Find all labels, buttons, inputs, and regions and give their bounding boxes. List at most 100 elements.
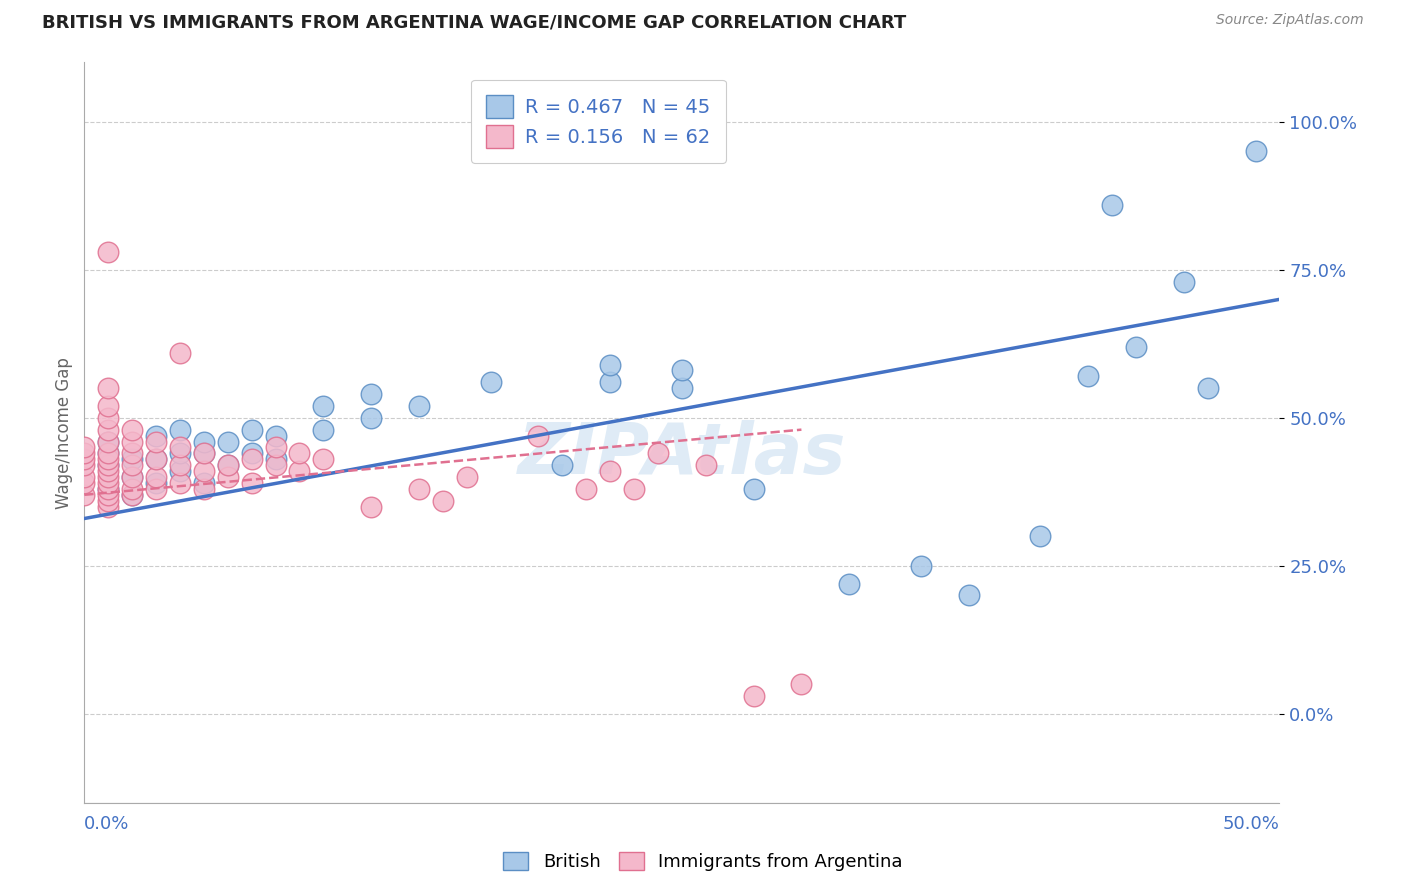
Point	[169, 345, 191, 359]
Point	[121, 488, 143, 502]
Point	[957, 589, 980, 603]
Y-axis label: Wage/Income Gap: Wage/Income Gap	[55, 357, 73, 508]
Point	[97, 434, 120, 449]
Point	[264, 452, 287, 467]
Point	[1197, 381, 1219, 395]
Point	[121, 446, 143, 460]
Point	[1125, 340, 1147, 354]
Point	[264, 428, 287, 442]
Point	[169, 458, 191, 473]
Point	[169, 441, 191, 455]
Point	[217, 458, 239, 473]
Point	[97, 410, 120, 425]
Point	[456, 470, 478, 484]
Point	[1244, 145, 1267, 159]
Point	[73, 488, 96, 502]
Point	[910, 558, 932, 573]
Point	[408, 482, 430, 496]
Point	[169, 464, 191, 478]
Point	[240, 446, 263, 460]
Point	[97, 470, 120, 484]
Point	[73, 446, 96, 460]
Point	[97, 464, 120, 478]
Point	[73, 475, 96, 490]
Point	[432, 493, 454, 508]
Point	[240, 475, 263, 490]
Point	[145, 452, 167, 467]
Point	[193, 482, 215, 496]
Point	[551, 458, 574, 473]
Point	[1101, 197, 1123, 211]
Point	[121, 434, 143, 449]
Point	[145, 434, 167, 449]
Text: 0.0%: 0.0%	[84, 814, 129, 832]
Point	[193, 446, 215, 460]
Point	[647, 446, 669, 460]
Point	[97, 434, 120, 449]
Point	[97, 458, 120, 473]
Point	[97, 500, 120, 514]
Point	[671, 363, 693, 377]
Point	[1173, 275, 1195, 289]
Point	[1029, 529, 1052, 543]
Point	[73, 441, 96, 455]
Point	[145, 428, 167, 442]
Point	[97, 423, 120, 437]
Point	[527, 428, 550, 442]
Point	[97, 475, 120, 490]
Point	[193, 434, 215, 449]
Point	[1077, 369, 1099, 384]
Point	[217, 458, 239, 473]
Point	[599, 464, 621, 478]
Point	[360, 410, 382, 425]
Point	[97, 482, 120, 496]
Point	[217, 470, 239, 484]
Point	[671, 381, 693, 395]
Point	[408, 399, 430, 413]
Point	[97, 482, 120, 496]
Point	[599, 358, 621, 372]
Point	[73, 458, 96, 473]
Point	[193, 464, 215, 478]
Point	[240, 423, 263, 437]
Point	[193, 475, 215, 490]
Point	[169, 475, 191, 490]
Point	[145, 470, 167, 484]
Point	[217, 434, 239, 449]
Point	[479, 376, 502, 390]
Point	[193, 446, 215, 460]
Point	[312, 452, 335, 467]
Point	[623, 482, 645, 496]
Text: BRITISH VS IMMIGRANTS FROM ARGENTINA WAGE/INCOME GAP CORRELATION CHART: BRITISH VS IMMIGRANTS FROM ARGENTINA WAG…	[42, 13, 907, 31]
Point	[169, 423, 191, 437]
Point	[97, 488, 120, 502]
Point	[73, 452, 96, 467]
Point	[575, 482, 598, 496]
Point	[360, 500, 382, 514]
Point	[121, 470, 143, 484]
Point	[169, 446, 191, 460]
Point	[97, 493, 120, 508]
Point	[742, 689, 765, 703]
Point	[97, 381, 120, 395]
Point	[121, 488, 143, 502]
Point	[145, 482, 167, 496]
Point	[288, 446, 311, 460]
Point	[240, 452, 263, 467]
Point	[121, 423, 143, 437]
Text: Source: ZipAtlas.com: Source: ZipAtlas.com	[1216, 13, 1364, 28]
Point	[121, 452, 143, 467]
Text: 50.0%: 50.0%	[1223, 814, 1279, 832]
Point	[838, 576, 860, 591]
Point	[121, 458, 143, 473]
Point	[97, 244, 120, 259]
Point	[695, 458, 717, 473]
Point	[145, 475, 167, 490]
Point	[97, 399, 120, 413]
Point	[97, 452, 120, 467]
Point	[97, 446, 120, 460]
Legend: R = 0.467   N = 45, R = 0.156   N = 62: R = 0.467 N = 45, R = 0.156 N = 62	[471, 79, 725, 163]
Point	[599, 376, 621, 390]
Point	[742, 482, 765, 496]
Point	[97, 446, 120, 460]
